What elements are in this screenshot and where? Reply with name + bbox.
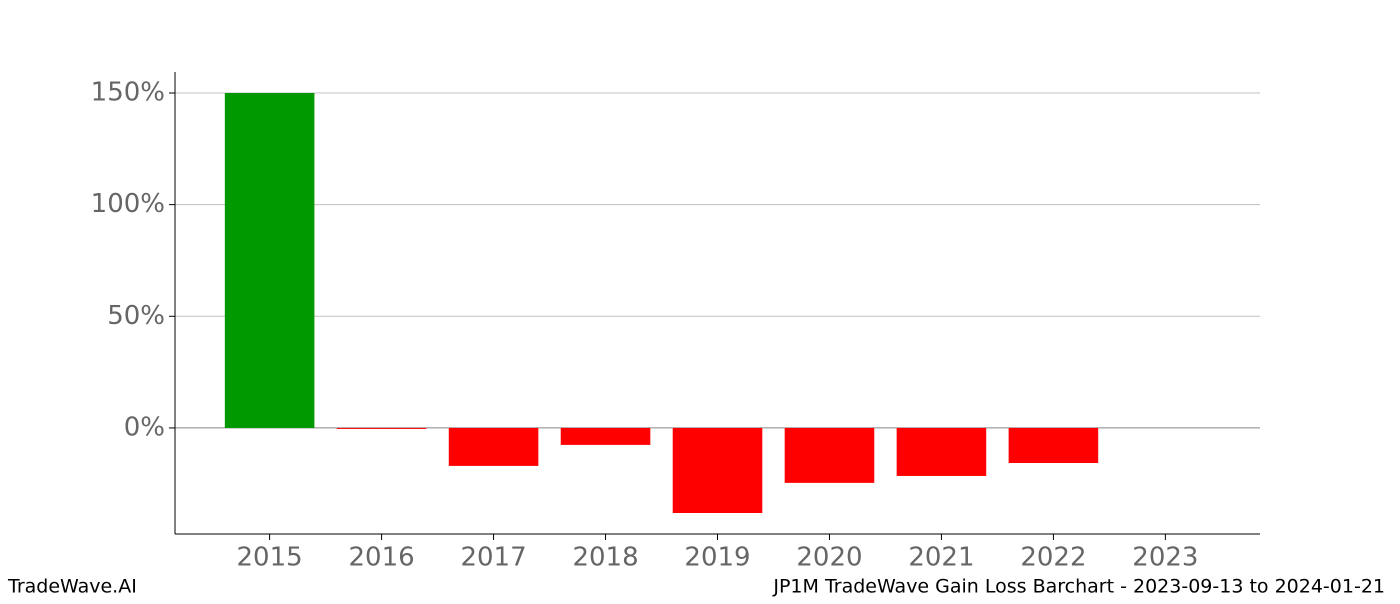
x-tick-label: 2018	[572, 543, 638, 573]
x-tick-label: 2017	[460, 543, 526, 573]
bar	[448, 427, 539, 466]
x-tick-label: 2021	[908, 543, 974, 573]
y-tick-label: 50%	[107, 301, 165, 331]
bar	[224, 92, 315, 428]
bar	[784, 427, 875, 483]
x-tick-label: 2022	[1020, 543, 1086, 573]
x-tick-label: 2015	[237, 543, 303, 573]
bar	[560, 427, 651, 445]
x-tick-label: 2023	[1132, 543, 1198, 573]
bar	[896, 427, 987, 476]
y-tick-label: 100%	[91, 189, 165, 219]
bar	[672, 427, 763, 514]
x-tick-label: 2019	[684, 543, 750, 573]
x-tick-label: 2020	[796, 543, 862, 573]
y-tick-label: 0%	[124, 412, 165, 442]
bar	[336, 427, 427, 429]
x-tick-label: 2016	[349, 543, 415, 573]
brand: TradeWave.AI	[7, 576, 137, 598]
chart-title: JP1M TradeWave Gain Loss Barchart - 2023…	[772, 576, 1385, 598]
bar	[1008, 427, 1099, 463]
y-tick-label: 150%	[91, 77, 165, 107]
